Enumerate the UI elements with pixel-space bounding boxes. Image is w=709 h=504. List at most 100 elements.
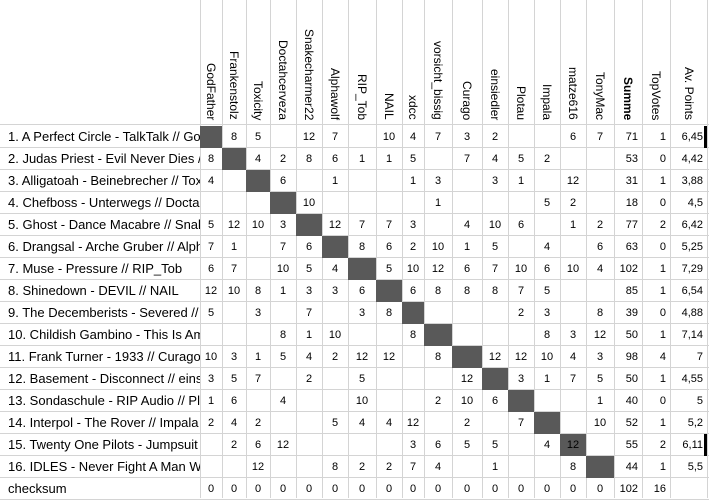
score-cell[interactable] bbox=[348, 126, 376, 148]
score-cell[interactable]: 2 bbox=[491, 131, 499, 143]
score-cell[interactable]: 102 bbox=[619, 263, 638, 275]
score-cell[interactable]: 1 bbox=[543, 373, 551, 385]
score-cell[interactable]: 7 bbox=[517, 285, 525, 297]
score-cell[interactable]: 4 bbox=[358, 417, 366, 429]
score-cell[interactable]: 10 bbox=[204, 351, 218, 363]
score-cell[interactable]: 1 bbox=[385, 153, 393, 165]
score-cell[interactable]: 12 bbox=[355, 351, 369, 363]
score-cell[interactable]: 1 bbox=[463, 241, 471, 253]
score-cell[interactable] bbox=[348, 192, 376, 214]
score-cell[interactable] bbox=[534, 170, 560, 192]
checksum-label[interactable]: checksum bbox=[8, 481, 67, 496]
score-cell[interactable]: 1 bbox=[434, 197, 442, 209]
score-cell[interactable]: 1 bbox=[659, 417, 666, 429]
score-cell[interactable]: 8 bbox=[596, 307, 604, 319]
column-header[interactable]: vorsicht_bissig bbox=[424, 0, 452, 124]
score-cell[interactable] bbox=[508, 434, 534, 456]
column-header[interactable]: NAIL bbox=[376, 0, 402, 124]
score-cell[interactable]: 3,88 bbox=[681, 175, 703, 187]
score-cell[interactable]: 2 bbox=[659, 439, 666, 451]
score-cell[interactable]: 7 bbox=[434, 131, 442, 143]
score-cell[interactable] bbox=[322, 236, 348, 258]
score-cell[interactable]: 1 bbox=[358, 153, 366, 165]
score-cell[interactable]: 4 bbox=[305, 351, 313, 363]
score-cell[interactable]: 7 bbox=[254, 373, 262, 385]
score-cell[interactable]: 3 bbox=[543, 307, 551, 319]
score-cell[interactable] bbox=[534, 214, 560, 236]
column-header[interactable]: RIP_Tob bbox=[348, 0, 376, 124]
score-cell[interactable]: 2 bbox=[279, 153, 287, 165]
score-cell[interactable] bbox=[222, 192, 246, 214]
score-cell[interactable] bbox=[376, 280, 402, 302]
score-cell[interactable]: 8 bbox=[207, 153, 215, 165]
score-cell[interactable] bbox=[482, 324, 508, 346]
column-header[interactable]: einsiedler bbox=[482, 0, 508, 124]
score-cell[interactable]: 1 bbox=[659, 329, 666, 341]
score-cell[interactable] bbox=[296, 434, 322, 456]
score-cell[interactable]: 6 bbox=[491, 395, 499, 407]
score-cell[interactable]: 7 bbox=[409, 461, 417, 473]
score-cell[interactable] bbox=[560, 390, 586, 412]
score-cell[interactable]: 5 bbox=[207, 219, 215, 231]
score-cell[interactable] bbox=[586, 456, 614, 478]
score-cell[interactable]: 2 bbox=[230, 439, 238, 451]
column-header[interactable]: xdcc bbox=[402, 0, 424, 124]
checksum-cell[interactable]: 0 bbox=[409, 483, 417, 495]
score-cell[interactable]: 7 bbox=[207, 241, 215, 253]
score-cell[interactable]: 7 bbox=[463, 153, 471, 165]
score-cell[interactable]: 10 bbox=[328, 329, 342, 341]
score-cell[interactable]: 7 bbox=[230, 263, 238, 275]
row-label[interactable]: 16. IDLES - Never Fight A Man With A Per… bbox=[8, 459, 200, 474]
score-cell[interactable]: 4 bbox=[279, 395, 287, 407]
score-cell[interactable] bbox=[222, 302, 246, 324]
score-cell[interactable] bbox=[452, 192, 482, 214]
score-cell[interactable] bbox=[482, 302, 508, 324]
score-cell[interactable]: 2 bbox=[358, 461, 366, 473]
score-cell[interactable] bbox=[376, 368, 402, 390]
score-cell[interactable]: 1 bbox=[279, 285, 287, 297]
score-cell[interactable]: 2 bbox=[596, 219, 604, 231]
score-cell[interactable] bbox=[222, 456, 246, 478]
score-cell[interactable] bbox=[348, 258, 376, 280]
score-cell[interactable]: 4 bbox=[331, 263, 339, 275]
score-cell[interactable] bbox=[482, 412, 508, 434]
score-cell[interactable]: 12 bbox=[328, 219, 342, 231]
score-cell[interactable] bbox=[482, 368, 508, 390]
score-cell[interactable]: 10 bbox=[382, 131, 396, 143]
score-cell[interactable]: 5 bbox=[543, 285, 551, 297]
column-header[interactable]: Frankenstolz bbox=[222, 0, 246, 124]
score-cell[interactable] bbox=[534, 412, 560, 434]
row-label[interactable]: 5. Ghost - Dance Macabre // Snakecharmer… bbox=[8, 217, 200, 232]
score-cell[interactable]: 2 bbox=[254, 417, 262, 429]
score-cell[interactable]: 5 bbox=[279, 351, 287, 363]
score-cell[interactable]: 8 bbox=[279, 329, 287, 341]
score-cell[interactable]: 7 bbox=[305, 307, 313, 319]
score-cell[interactable]: 3 bbox=[230, 351, 238, 363]
score-cell[interactable]: 5 bbox=[596, 373, 604, 385]
score-cell[interactable]: 5,2 bbox=[687, 417, 703, 429]
column-header[interactable]: Doctahcerveza bbox=[270, 0, 296, 124]
score-cell[interactable]: 1 bbox=[659, 461, 666, 473]
score-cell[interactable] bbox=[402, 368, 424, 390]
score-cell[interactable]: 10 bbox=[460, 395, 474, 407]
score-cell[interactable] bbox=[402, 346, 424, 368]
score-cell[interactable]: 6 bbox=[596, 241, 604, 253]
score-cell[interactable]: 4 bbox=[385, 417, 393, 429]
score-cell[interactable]: 4 bbox=[491, 153, 499, 165]
score-cell[interactable] bbox=[246, 324, 270, 346]
score-cell[interactable] bbox=[586, 434, 614, 456]
score-cell[interactable] bbox=[322, 192, 348, 214]
score-cell[interactable]: 0 bbox=[659, 153, 666, 165]
score-cell[interactable]: 3 bbox=[279, 219, 287, 231]
checksum-cell[interactable]: 0 bbox=[358, 483, 366, 495]
score-cell[interactable]: 10 bbox=[406, 263, 420, 275]
score-cell[interactable]: 7 bbox=[517, 417, 525, 429]
score-cell[interactable]: 4 bbox=[463, 219, 471, 231]
column-header[interactable]: Summe bbox=[614, 0, 642, 124]
score-cell[interactable]: 7 bbox=[279, 241, 287, 253]
score-cell[interactable]: 6 bbox=[434, 439, 442, 451]
score-cell[interactable]: 1 bbox=[409, 175, 417, 187]
checksum-cell[interactable]: 0 bbox=[279, 483, 287, 495]
score-cell[interactable] bbox=[322, 434, 348, 456]
score-cell[interactable]: 3 bbox=[434, 175, 442, 187]
